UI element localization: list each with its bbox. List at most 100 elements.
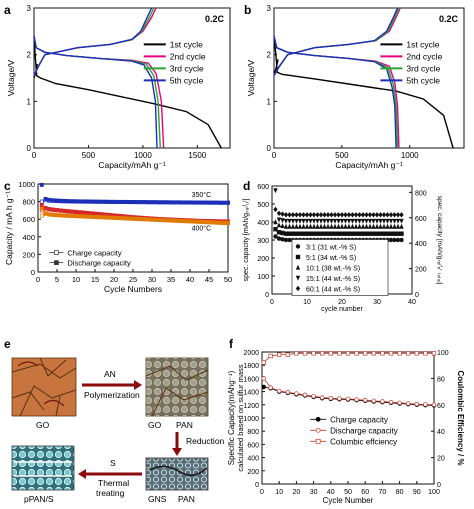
legend-label: 1st cycle [406, 39, 439, 49]
y-tick-label: 3 [267, 4, 272, 13]
data-point [318, 218, 324, 224]
data-point [62, 198, 67, 203]
data-point [74, 199, 78, 204]
data-point [315, 231, 320, 236]
data-point [364, 218, 369, 224]
data-point [392, 237, 397, 243]
data-point [273, 234, 278, 239]
data-point [343, 218, 348, 224]
data-point [146, 200, 151, 205]
data-point [134, 216, 139, 221]
data-point [414, 401, 420, 407]
data-point [311, 212, 317, 218]
data-point [378, 212, 383, 218]
chart-panel-c: 0 5 10 15 20 25 30 35 40 45 50 0 200 400 600 800 1000 Cyc… [4, 180, 232, 294]
data-point [280, 237, 285, 242]
scheme-label-pan-2: PAN [178, 494, 195, 504]
data-point [85, 199, 90, 204]
data-point [350, 223, 355, 229]
data-point [184, 200, 189, 205]
scheme-label-go: GO [36, 420, 50, 430]
data-point [62, 213, 67, 218]
data-point [153, 200, 158, 205]
panel-letter-d: d [243, 179, 250, 193]
y-tick-label: 600 [257, 184, 269, 191]
y-tick-label: 300 [257, 238, 269, 245]
y-right-tick-label: 100 [437, 350, 449, 357]
data-point [157, 200, 162, 205]
data-point [385, 218, 390, 224]
y-tick-label: 600 [22, 215, 35, 224]
y-right-axis-label: Coulombic Efficiency / % [456, 370, 465, 465]
data-point [395, 237, 401, 243]
data-point [353, 218, 359, 224]
y-axis-label: spec. capacity [mAh/gₛᵤₗᶠᵤʳ] [243, 199, 250, 282]
chart-panel-f: 0 10 20 30 40 50 60 70 80 90 100020040060080010001… [227, 350, 465, 505]
data-point [273, 206, 278, 213]
data-point [405, 401, 411, 406]
data-point [153, 217, 158, 222]
x-tick-label: 20 [293, 489, 301, 496]
data-point [353, 231, 359, 236]
scheme-label-gns: GNS [148, 494, 167, 504]
data-point [294, 212, 299, 218]
data-point [325, 218, 331, 224]
x-tick-label: 40 [186, 275, 194, 284]
x-tick-label: 30 [310, 489, 318, 496]
data-point [55, 213, 59, 217]
y-axis-label-line2: calculated based on sulfur mass [236, 364, 245, 471]
data-point [371, 212, 376, 218]
data-point [285, 390, 291, 395]
data-point [357, 218, 362, 224]
data-point [322, 231, 327, 236]
data-point [47, 207, 52, 211]
data-point [301, 212, 306, 218]
data-point [176, 200, 181, 205]
data-point [336, 223, 341, 229]
data-point [343, 223, 348, 229]
data-point [322, 212, 327, 218]
data-point [329, 223, 334, 229]
legend-label: 2nd cycle [170, 51, 206, 61]
data-point [58, 213, 63, 218]
data-point [104, 199, 109, 204]
data-point [431, 351, 437, 356]
y-tick-label: 0 [31, 268, 35, 277]
data-point [218, 200, 223, 205]
x-tick-label: 15 [91, 275, 99, 284]
data-point [325, 223, 331, 229]
data-point [397, 351, 402, 356]
x-tick-label: 50 [224, 275, 232, 284]
data-point [302, 392, 308, 398]
scheme-label-ppan-s: pPAN/S [24, 494, 54, 504]
data-point [374, 218, 380, 224]
data-point [392, 223, 397, 229]
data-point [55, 198, 59, 203]
data-point [226, 200, 230, 205]
data-point [343, 212, 348, 218]
y-tick-label: 1800 [243, 363, 259, 370]
x-tick-label: 20 [110, 275, 118, 284]
data-point [96, 199, 101, 204]
data-point [337, 351, 342, 356]
data-point [297, 218, 303, 224]
x-tick-label: 10 [275, 489, 283, 496]
data-point [273, 227, 278, 232]
data-point [388, 212, 394, 218]
data-point [287, 218, 292, 224]
legend-label: Charge capacity [67, 249, 121, 258]
data-point [304, 231, 310, 236]
data-point [311, 231, 317, 236]
y-tick-label: 0 [27, 144, 32, 153]
data-point [392, 231, 397, 236]
y-right-tick-label: 200 [415, 267, 427, 274]
data-point [294, 351, 299, 356]
data-point [51, 198, 56, 203]
rate-annotation: 0.2C [439, 14, 459, 24]
data-point [371, 398, 377, 404]
data-point [273, 219, 278, 225]
data-point [345, 351, 351, 356]
x-tick-label: 1000 [134, 151, 152, 160]
y-axis-label: Specific Capacity(mAhg⁻¹) [227, 370, 236, 465]
chart-panel-b: 0 500 1000 0 1 2 3 Capacity/mAh g⁻¹ Voltage/V 0.2… [246, 4, 465, 170]
